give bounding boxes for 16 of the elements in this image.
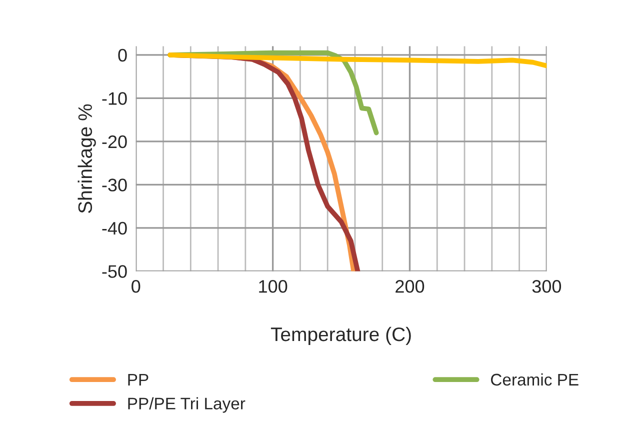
y-tick-label: -50 (102, 265, 127, 278)
legend-label: Ceramic PE (491, 373, 578, 386)
x-tick-label: 200 (396, 280, 424, 293)
y-tick-label: -30 (102, 178, 127, 192)
legend-label: PP (128, 374, 148, 386)
legend-label: PP/PE Tri Layer (128, 397, 246, 413)
y-tick-label: -20 (102, 135, 127, 148)
x-axis-title: Temperature (C) (270, 326, 411, 346)
x-tick-label: 0 (132, 280, 140, 293)
y-tick-label: -40 (102, 222, 127, 235)
line-series (168, 52, 547, 68)
x-tick-label: 100 (259, 280, 288, 293)
y-tick-label: -10 (102, 92, 127, 105)
y-axis-title: Shrinkage % (78, 104, 96, 213)
x-tick-label: 300 (532, 280, 562, 293)
y-tick-label: 0 (118, 48, 127, 62)
